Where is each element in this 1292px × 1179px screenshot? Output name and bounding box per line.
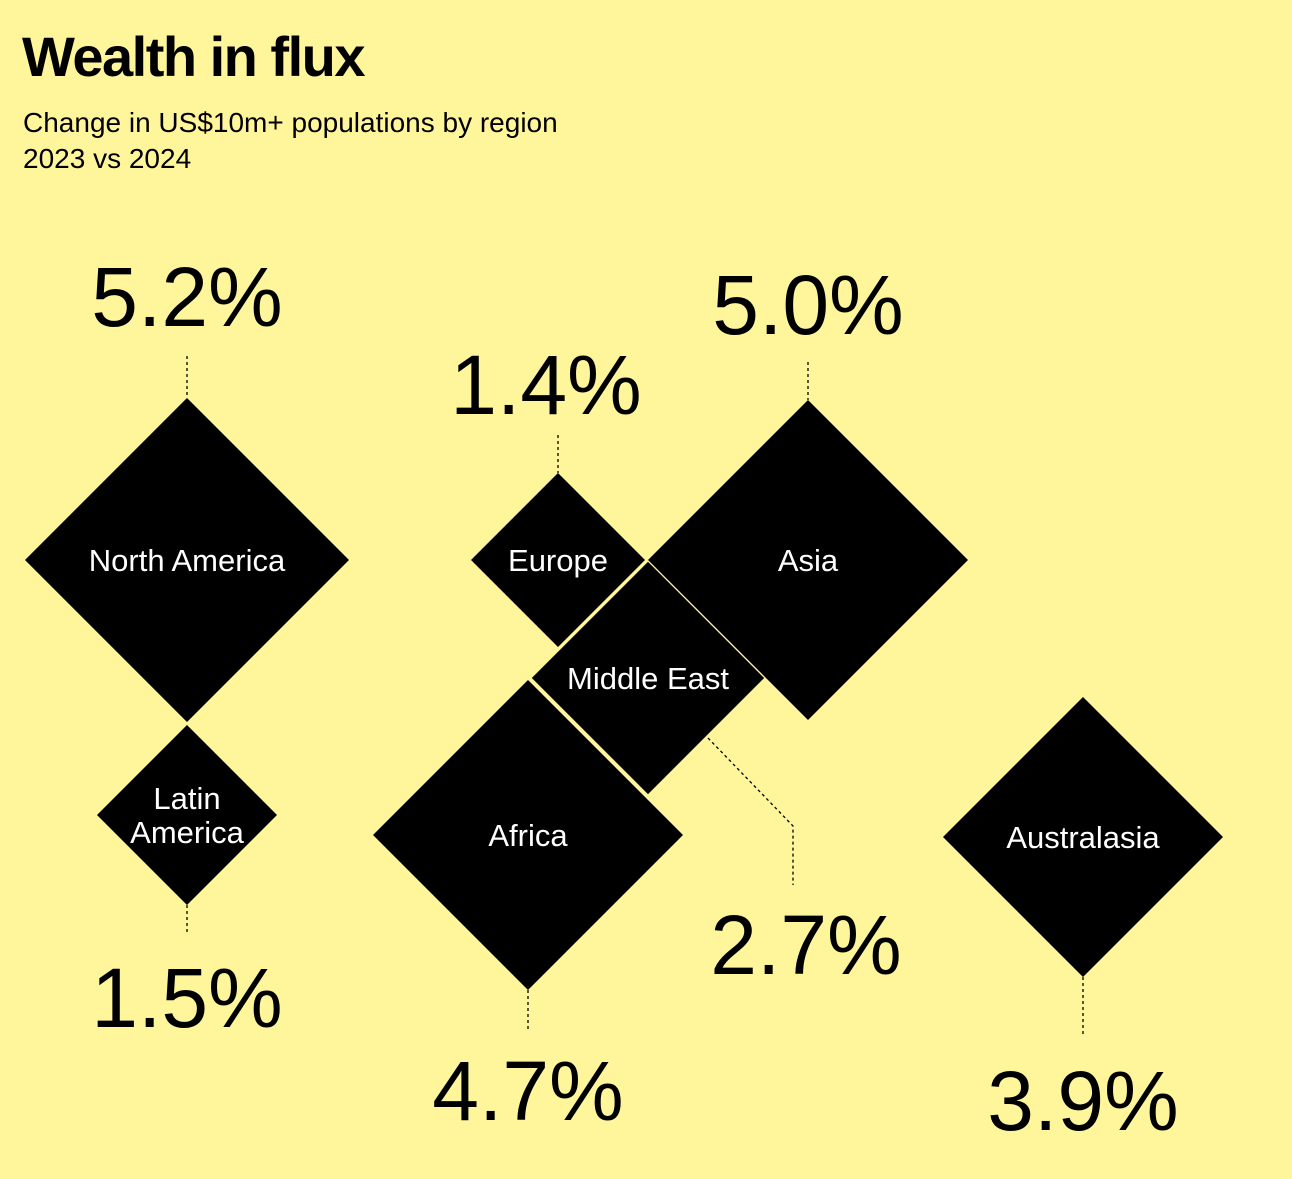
leader-line-middle-east — [707, 737, 794, 885]
diamond-latin-america — [97, 725, 277, 905]
value-label-north-america: 5.2% — [91, 250, 282, 344]
region-label-asia: Asia — [778, 543, 839, 578]
region-label-australasia: Australasia — [1006, 820, 1160, 855]
region-label-north-america: North America — [89, 543, 286, 578]
leader-lines — [186, 356, 1084, 1035]
value-label-latin-america: 1.5% — [91, 951, 282, 1045]
chart-title: Wealth in flux — [22, 25, 366, 88]
diamond-australasia — [943, 697, 1223, 977]
diamond-asia — [648, 400, 968, 720]
value-label-africa: 4.7% — [432, 1044, 623, 1138]
value-labels: 5.2% 1.5% 1.4% 5.0% 4.7% 3.9% 2.7% — [91, 250, 1178, 1148]
value-label-australasia: 3.9% — [987, 1054, 1178, 1148]
region-label-africa: Africa — [488, 818, 568, 853]
value-label-asia: 5.0% — [712, 258, 903, 352]
region-label-latin-america: Latin America — [130, 781, 244, 850]
chart-subtitle-line2: 2023 vs 2024 — [23, 143, 192, 174]
diamond-europe — [471, 473, 645, 647]
diamond-group: North America Latin America Europe Asia Afric… — [25, 398, 1223, 990]
region-label-middle-east: Middle East — [567, 661, 729, 696]
chart-subtitle-line1: Change in US$10m+ populations by region — [23, 107, 558, 138]
value-label-europe: 1.4% — [450, 338, 641, 432]
diamond-middle-east — [530, 560, 766, 796]
value-label-middle-east: 2.7% — [710, 898, 901, 992]
diamond-africa — [373, 680, 683, 990]
region-label-europe: Europe — [508, 543, 608, 578]
diamond-north-america — [25, 398, 349, 722]
